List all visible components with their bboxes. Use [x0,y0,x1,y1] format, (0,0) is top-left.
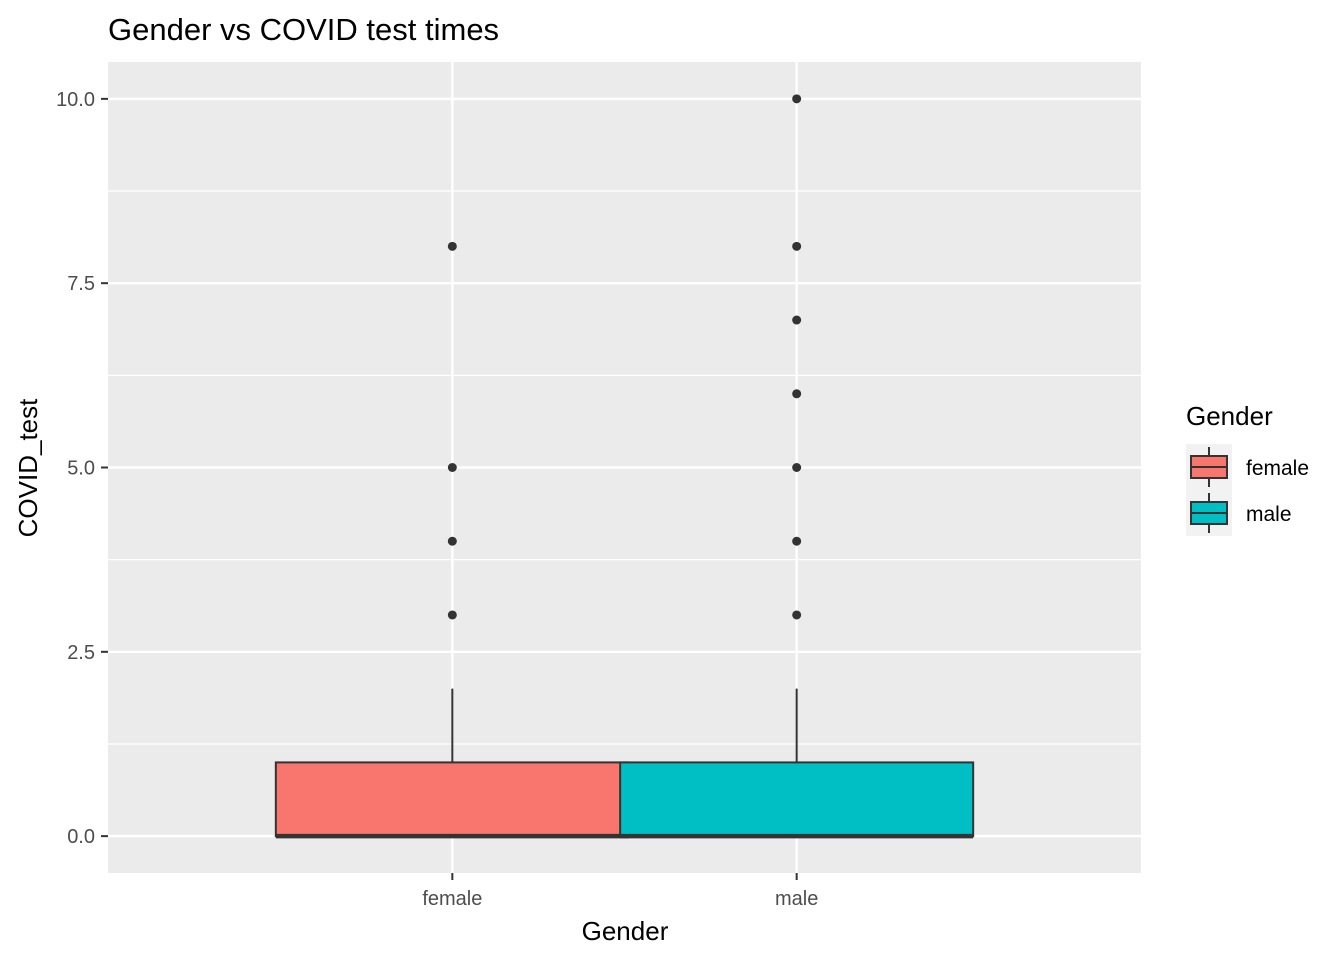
outlier-point [792,241,802,251]
outlier-point [792,389,802,399]
x-axis-label: Gender [582,916,669,946]
legend-entry-male: male [1190,493,1292,533]
y-tick-label: 2.5 [67,642,95,664]
box-body [619,761,975,838]
y-tick-label: 0.0 [67,826,95,848]
box-series [274,94,975,839]
outlier-point [792,94,802,104]
outlier-point [792,315,802,325]
outlier-point [792,536,802,546]
legend-label: female [1246,457,1309,480]
outlier-point [447,610,457,620]
chart-title: Gender vs COVID test times [108,12,499,47]
legend-title: Gender [1186,401,1273,431]
x-tick-label: female [422,888,482,910]
y-axis: 0.0 2.5 5.0 7.5 10.0 [56,89,108,848]
y-tick-label: 7.5 [67,273,95,295]
outlier-point [792,463,802,472]
x-tick-label: male [775,888,818,910]
box-body [274,761,630,838]
legend: Gender female male [1186,401,1309,536]
y-tick-label: 5.0 [67,458,95,480]
outlier-point [447,241,457,251]
y-tick-label: 10.0 [56,89,95,111]
outlier-point [447,536,457,546]
legend-entry-female: female [1190,447,1309,487]
y-axis-label: COVID_test [13,398,43,537]
legend-label: male [1246,503,1292,526]
x-axis: female male [422,873,818,910]
outlier-point [792,610,802,620]
outlier-point [447,463,457,472]
box-male [619,94,975,839]
box-female [274,241,630,839]
